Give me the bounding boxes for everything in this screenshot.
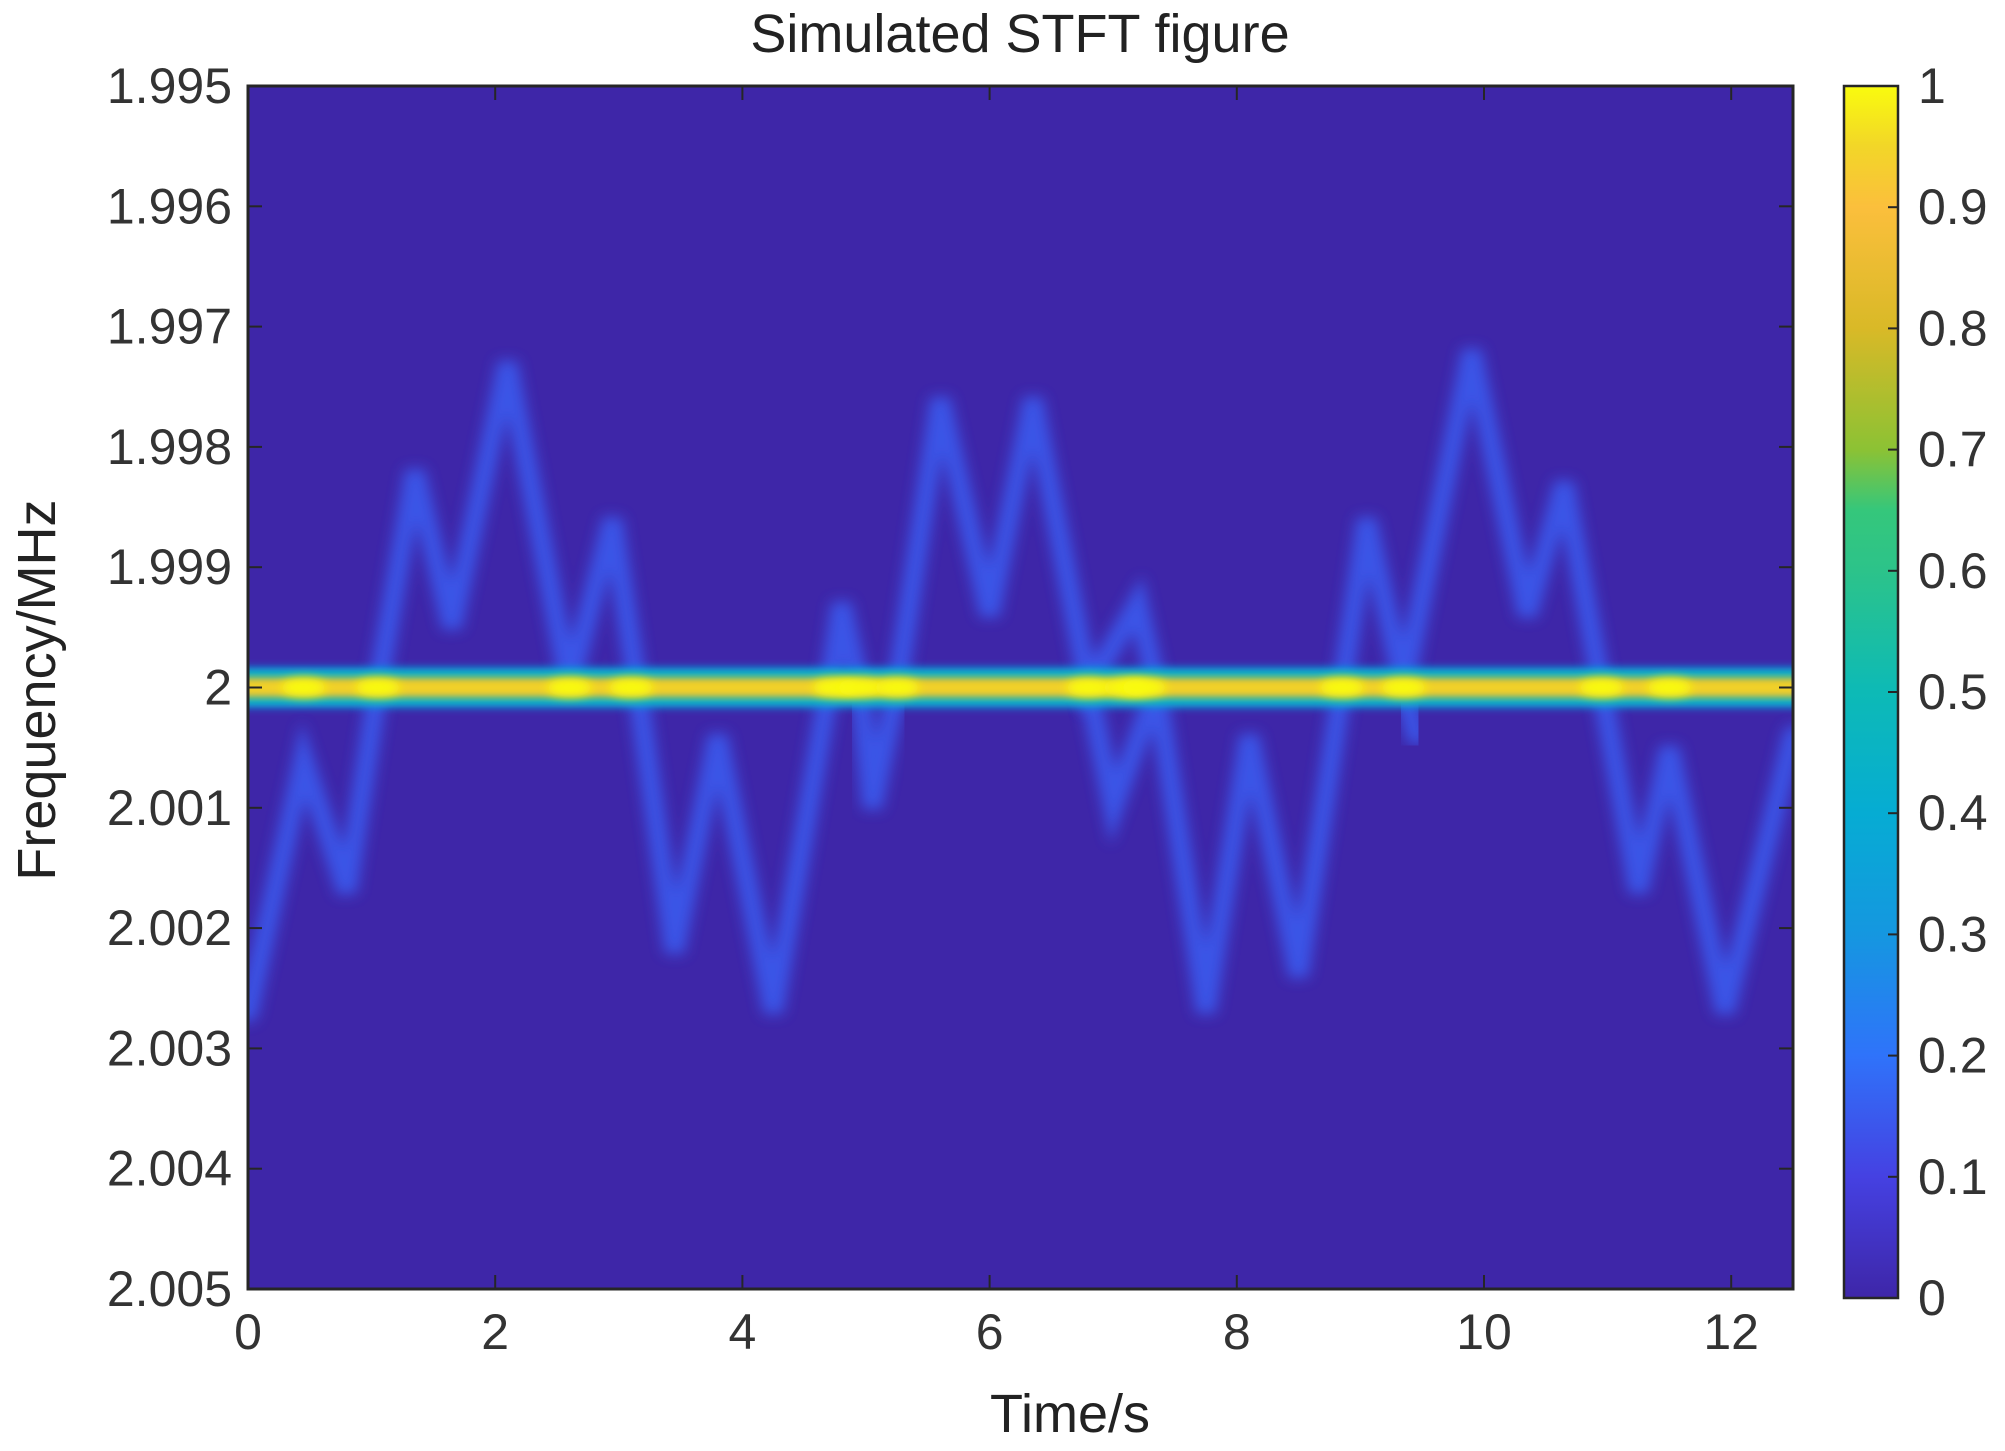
colorbar-tick-label: 0.6 [1918, 543, 1988, 599]
carrier-hotspot [1122, 678, 1167, 697]
y-tick-label: 2.005 [107, 1261, 232, 1317]
x-axis-title: Time/s [990, 1384, 1150, 1444]
colorbar-tick-label: 0.7 [1918, 422, 1988, 478]
x-tick-label: 8 [1223, 1304, 1251, 1360]
sideband-trace [1331, 348, 1612, 698]
y-tick-labels: 1.995 1.996 1.997 1.998 1.999 2 2.001 2.002 2.00… [107, 58, 232, 1317]
plot-area [246, 84, 1795, 1291]
y-tick-label: 1.997 [107, 299, 232, 355]
colorbar: 0 0.1 0.2 0.3 0.4 0.5 0.6 0.7 0.8 0.9 1 [1842, 58, 1988, 1326]
x-tick-label: 10 [1456, 1304, 1512, 1360]
sideband-trace [849, 677, 907, 810]
heatmap-layer [248, 348, 1793, 1023]
carrier-hotspot [1319, 678, 1364, 697]
colorbar-tick-labels: 0 0.1 0.2 0.3 0.4 0.5 0.6 0.7 0.8 0.9 1 [1918, 58, 1988, 1326]
colorbar-tick-label: 0.4 [1918, 785, 1988, 841]
colorbar-tick-label: 0 [1918, 1270, 1946, 1326]
carrier-hotspot [1066, 678, 1111, 697]
colorbar-tick-label: 0.2 [1918, 1028, 1988, 1084]
sideband-trace [248, 677, 388, 1023]
x-tick-label: 2 [481, 1304, 509, 1360]
colorbar-tick-label: 0.5 [1918, 664, 1988, 720]
y-tick-label: 1.999 [107, 539, 232, 595]
y-tick-label: 2.002 [107, 900, 232, 956]
carrier-hotspot [837, 678, 882, 697]
colorbar-ticks [1888, 85, 1898, 1299]
chart-title: Simulated STFT figure [750, 4, 1289, 64]
sideband-trace [1078, 677, 1352, 1014]
sideband-trace [818, 396, 1167, 716]
carrier-hotspot [1647, 678, 1692, 697]
carrier-hotspot [355, 678, 400, 697]
sideband-trace [627, 677, 839, 1015]
carrier-band [248, 682, 1793, 693]
colorbar-tick-label: 0.3 [1918, 906, 1988, 962]
carrier-hotspot [874, 678, 919, 697]
x-tick-label: 6 [976, 1304, 1004, 1360]
carrier-hotspot [281, 678, 326, 697]
y-tick-label: 2.001 [107, 780, 232, 836]
y-tick-label: 2.004 [107, 1141, 232, 1197]
colorbar-tick-label: 0.9 [1918, 179, 1988, 235]
y-tick-label: 1.995 [107, 58, 232, 114]
x-tick-labels: 0 2 4 6 8 10 12 [234, 1304, 1759, 1360]
carrier-hotspot [547, 678, 592, 697]
y-tick-label: 2.003 [107, 1020, 232, 1076]
plot-frame [246, 84, 1795, 1291]
y-tick-label: 1.996 [107, 178, 232, 234]
y-tick-label: 1.998 [107, 419, 232, 475]
carrier-hotspot [609, 678, 654, 697]
carrier-hotspot [1381, 678, 1426, 697]
y-axis-title: Frequency/MHz [7, 499, 67, 880]
colorbar-tick-label: 1 [1918, 58, 1946, 114]
carrier-hotspot [1579, 678, 1624, 697]
x-tick-label: 0 [234, 1304, 262, 1360]
y-tick-label: 2 [204, 660, 232, 716]
x-tick-label: 12 [1703, 1304, 1759, 1360]
sideband-trace [1591, 677, 1793, 1015]
x-tick-label: 4 [728, 1304, 756, 1360]
colorbar-tick-label: 0.1 [1918, 1149, 1988, 1205]
colorbar-tick-label: 0.8 [1918, 300, 1988, 356]
